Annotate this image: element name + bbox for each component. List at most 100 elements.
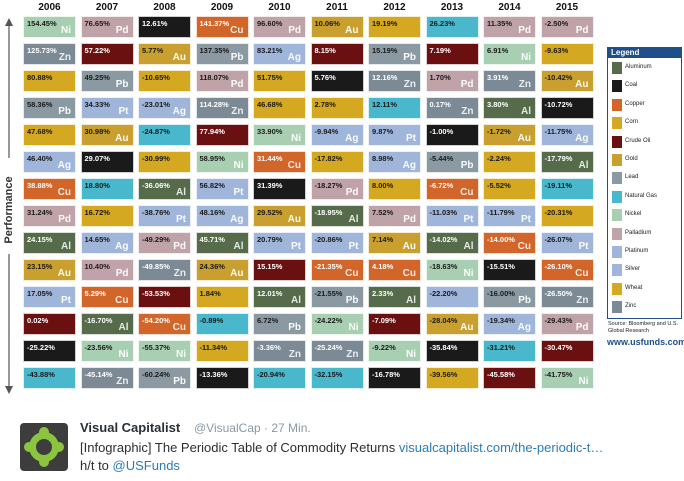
commodity-symbol: Ag <box>172 106 186 117</box>
commodity-cell: 76.65% Pd <box>80 16 134 38</box>
return-value: 77.94% <box>199 127 225 136</box>
commodity-cell: -5.44% Pb <box>425 151 479 173</box>
year-column: 2009 141.37% Cu 137.35% Pb 118.07% Pd 114.28% Zn… <box>195 0 249 389</box>
commodity-symbol: Pd <box>288 25 301 36</box>
commodity-cell: 8.98% Ag <box>368 151 421 173</box>
commodity-cell: 118.07% Pd <box>195 70 249 92</box>
tweet-author-name[interactable]: Visual Capitalist <box>80 420 181 435</box>
return-value: 7.14% <box>372 235 394 244</box>
commodity-cell: 57.22% <box>80 43 134 65</box>
commodity-cell: -18.63% Ni <box>425 259 479 281</box>
return-value: 8.98% <box>372 154 394 163</box>
commodity-cell: -49.29% Pd <box>138 232 191 254</box>
return-value: 15.19% <box>372 46 398 55</box>
return-value: -9.94% <box>314 127 339 136</box>
commodity-symbol: Pt <box>521 214 531 225</box>
commodity-cell: 16.72% <box>80 205 134 227</box>
commodity-cell: -23.56% Ni <box>80 340 134 362</box>
commodity-symbol: Pt <box>406 133 416 144</box>
return-value: -17.79% <box>544 154 573 163</box>
return-value: 30.98% <box>84 127 110 136</box>
tweet-hat-tip: h/t to <box>80 458 113 473</box>
return-value: -1.72% <box>487 127 511 136</box>
legend-label: Natural Gas <box>625 192 658 199</box>
commodity-symbol: Pt <box>61 295 71 306</box>
commodity-cell: -9.22% Ni <box>368 340 421 362</box>
commodity-cell: 7.19% <box>425 43 479 65</box>
handle-text[interactable]: @VisualCap <box>194 421 261 435</box>
return-value: 31.24% <box>27 208 53 217</box>
commodity-symbol: Ni <box>348 322 359 333</box>
commodity-cell: -11.03% Pt <box>425 205 479 227</box>
commodity-cell: -10.42% Au <box>540 70 594 92</box>
commodity-symbol: Cu <box>345 268 359 279</box>
commodity-cell: -20.94% <box>253 367 306 389</box>
commodity-symbol: Ni <box>176 349 186 360</box>
commodity-cell: -53.53% <box>138 286 191 308</box>
commodity-cell: -14.02% Al <box>425 232 479 254</box>
avatar[interactable] <box>20 423 68 471</box>
return-value: 0.02% <box>27 316 49 325</box>
commodity-cell: 33.90% Ni <box>253 124 306 146</box>
year-header: 2010 <box>268 2 291 13</box>
return-value: 0.17% <box>429 100 451 109</box>
return-value: 6.91% <box>487 46 509 55</box>
return-value: 38.88% <box>27 181 53 190</box>
return-value: 114.28% <box>199 100 229 109</box>
commodity-cell: -41.75% Ni <box>540 367 594 389</box>
tweet-mention[interactable]: @USFunds <box>112 458 180 473</box>
commodity-cell: -30.99% <box>138 151 191 173</box>
return-value: -26.07% <box>544 235 573 244</box>
return-value: -30.47% <box>544 343 573 352</box>
commodity-symbol: Cu <box>57 187 71 198</box>
return-value: -32.15% <box>314 370 343 379</box>
commodity-cell: -11.34% <box>195 340 249 362</box>
commodity-cell: -11.75% Ag <box>540 124 594 146</box>
year-column: 2011 10.06% Au 8.15% 5.76% 2.78% -9.94% Ag -17.8… <box>310 0 364 389</box>
site-link[interactable]: www.usfunds.com <box>607 337 684 347</box>
return-value: -16.00% <box>487 289 515 298</box>
commodity-cell: -38.76% Pt <box>138 205 191 227</box>
return-value: -49.85% <box>142 262 170 271</box>
commodity-cell: -21.55% Pb <box>310 286 364 308</box>
legend-swatch <box>612 98 622 111</box>
commodity-cell: 58.36% Pb <box>23 97 76 119</box>
commodity-cell: -23.01% Ag <box>138 97 191 119</box>
return-value: -18.27% <box>314 181 343 190</box>
return-value: 33.90% <box>257 127 283 136</box>
commodity-cell: 7.14% Au <box>368 232 421 254</box>
tweet-time[interactable]: · 27 Min. <box>264 421 311 435</box>
commodity-cell: 48.16% Ag <box>195 205 249 227</box>
tweet-author-handle[interactable]: @VisualCap · 27 Min. <box>194 421 311 435</box>
commodity-returns-infographic: Performance 2006 154.45% Ni 125.73% Zn 80.88%… <box>2 0 684 394</box>
commodity-cell: 31.24% Pd <box>23 205 76 227</box>
commodity-cell: 29.52% Au <box>253 205 306 227</box>
return-value: 12.61% <box>142 19 168 28</box>
commodity-symbol: Ag <box>575 133 589 144</box>
legend-box: Aluminum Coal Copper Corn Crude Oil Gold Lead N… <box>607 58 682 319</box>
return-value: 96.60% <box>257 19 283 28</box>
commodity-cell: 2.78% <box>310 97 364 119</box>
commodity-symbol: Zn <box>231 106 244 117</box>
return-value: -1.00% <box>429 127 454 136</box>
return-value: 125.73% <box>27 46 57 55</box>
commodity-cell: -6.72% Cu <box>425 178 479 200</box>
return-value: -16.78% <box>372 370 400 379</box>
return-value: -18.95% <box>314 208 343 217</box>
return-value: -19.34% <box>487 316 515 325</box>
return-value: -43.88% <box>27 370 55 379</box>
tweet-link[interactable]: visualcapitalist.com/the-periodic-t… <box>398 440 604 455</box>
commodity-symbol: Ni <box>61 25 71 36</box>
commodity-cell: 12.61% <box>138 16 191 38</box>
legend-item: Zinc <box>612 300 682 316</box>
return-value: -6.72% <box>429 181 454 190</box>
return-value: 17.05% <box>27 289 53 298</box>
return-value: 45.71% <box>199 235 225 244</box>
return-value: 47.68% <box>27 127 53 136</box>
return-value: -10.72% <box>544 100 573 109</box>
commodity-cell: -10.72% <box>540 97 594 119</box>
commodity-cell: -25.22% <box>23 340 76 362</box>
commodity-cell: 137.35% Pb <box>195 43 249 65</box>
return-value: 29.52% <box>257 208 283 217</box>
commodity-cell: -28.04% Au <box>425 313 479 335</box>
